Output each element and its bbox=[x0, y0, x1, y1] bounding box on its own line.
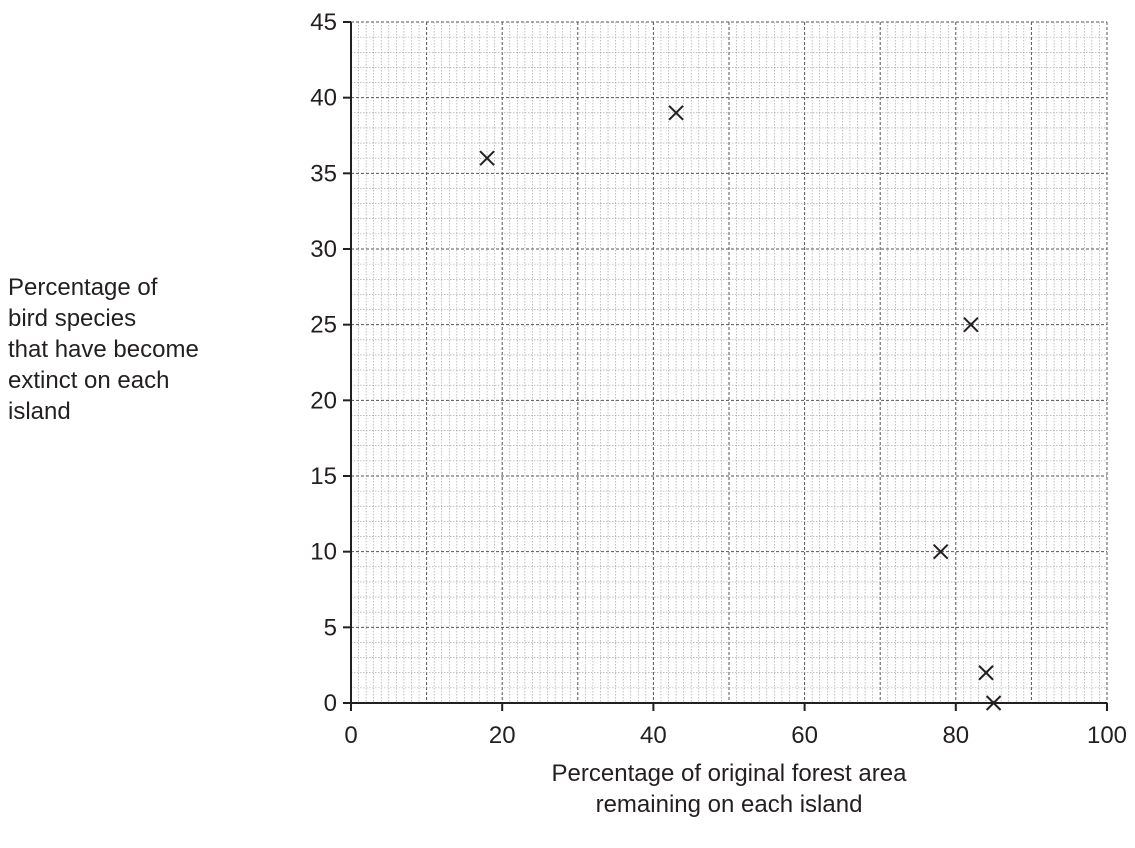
data-point-stroke bbox=[963, 316, 979, 333]
y-tick-label: 40 bbox=[310, 85, 337, 112]
chart-data-points bbox=[479, 105, 1002, 711]
y-axis-label-line: island bbox=[8, 398, 71, 425]
chart-tick-labels: 0 5 10 15 20 25 30 35 40 45 0 20 40 60 80 100 bbox=[310, 9, 1127, 749]
y-axis-label-line: Percentage of bbox=[8, 274, 158, 301]
x-tick-label: 80 bbox=[942, 722, 969, 749]
x-tick-label: 40 bbox=[640, 722, 667, 749]
x-tick-label: 60 bbox=[791, 722, 818, 749]
y-tick-label: 25 bbox=[310, 312, 337, 339]
data-point-stroke bbox=[978, 665, 994, 681]
y-tick-label: 10 bbox=[310, 539, 337, 566]
x-tick-label: 100 bbox=[1087, 722, 1127, 749]
y-axis-label-line: extinct on each bbox=[8, 367, 170, 394]
x-axis-label-line: remaining on each island bbox=[595, 791, 863, 818]
x-axis-label: Percentage of original forest area remai… bbox=[429, 758, 1029, 820]
y-axis-label-line: that have become bbox=[8, 336, 199, 363]
x-tick-label: 0 bbox=[344, 722, 357, 749]
y-tick-label: 0 bbox=[324, 690, 337, 717]
data-point bbox=[978, 665, 994, 681]
y-tick-label: 45 bbox=[310, 9, 337, 36]
data-point-stroke bbox=[932, 543, 949, 560]
data-point-stroke bbox=[479, 150, 495, 166]
chart-axes bbox=[343, 21, 1108, 711]
y-tick-label: 35 bbox=[310, 160, 337, 187]
y-axis-label: Percentage of bird species that have bec… bbox=[8, 272, 258, 427]
y-tick-label: 30 bbox=[310, 236, 337, 263]
x-axis-label-line: Percentage of original forest area bbox=[551, 760, 907, 787]
x-tick-label: 20 bbox=[489, 722, 516, 749]
y-tick-label: 20 bbox=[310, 387, 337, 414]
data-point bbox=[668, 105, 684, 121]
data-point bbox=[985, 695, 1002, 711]
chart-grid bbox=[350, 21, 1108, 704]
y-tick-label: 5 bbox=[324, 614, 337, 641]
y-tick-label: 15 bbox=[310, 463, 337, 490]
y-axis-label-line: bird species bbox=[8, 305, 137, 332]
data-point bbox=[932, 543, 949, 560]
data-point-stroke bbox=[668, 105, 684, 121]
data-point-stroke bbox=[985, 695, 1002, 711]
data-point bbox=[963, 316, 979, 333]
data-point bbox=[479, 150, 495, 166]
